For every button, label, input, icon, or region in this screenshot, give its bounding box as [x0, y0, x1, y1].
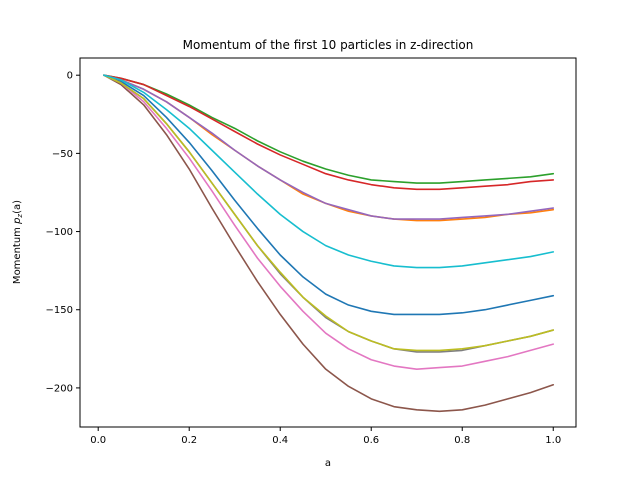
y-axis-label-prefix: Momentum	[12, 224, 23, 284]
x-tick-label: 0.8	[454, 435, 470, 446]
series-line-1	[103, 74, 555, 316]
x-tick-label: 1.0	[545, 435, 561, 446]
series-line-7	[103, 74, 555, 370]
y-axis-ticks: 0 −50 −100 −150 −200	[46, 71, 80, 394]
plot-frame	[79, 57, 577, 428]
series-line-4	[103, 74, 555, 191]
series-line-3	[103, 74, 555, 184]
series-line-10	[103, 74, 555, 269]
y-tick-label: −50	[52, 149, 73, 160]
y-tick-label: 0	[67, 71, 73, 82]
x-tick-label: 0.0	[90, 435, 106, 446]
x-tick-label: 0.4	[272, 435, 288, 446]
y-tick-label: −150	[46, 305, 73, 316]
series-layer	[103, 74, 555, 413]
y-axis-label: Momentum pz(a)	[12, 200, 24, 284]
y-axis-label-var: p	[12, 218, 23, 225]
y-tick-label: −200	[46, 383, 73, 394]
chart-title: Momentum of the first 10 particles in z-…	[183, 38, 474, 52]
series-line-9	[103, 74, 555, 352]
x-tick-label: 0.2	[181, 435, 197, 446]
series-line-6	[103, 74, 555, 413]
series-line-5	[103, 74, 555, 220]
y-axis-label-suffix: (a)	[12, 200, 23, 214]
y-tick-label: −100	[46, 227, 73, 238]
x-axis-ticks: 0.0 0.2 0.4 0.6 0.8 1.0	[90, 427, 561, 446]
x-tick-label: 0.6	[363, 435, 379, 446]
x-axis-label: a	[325, 458, 331, 469]
y-axis-label-sub: z	[16, 214, 24, 219]
